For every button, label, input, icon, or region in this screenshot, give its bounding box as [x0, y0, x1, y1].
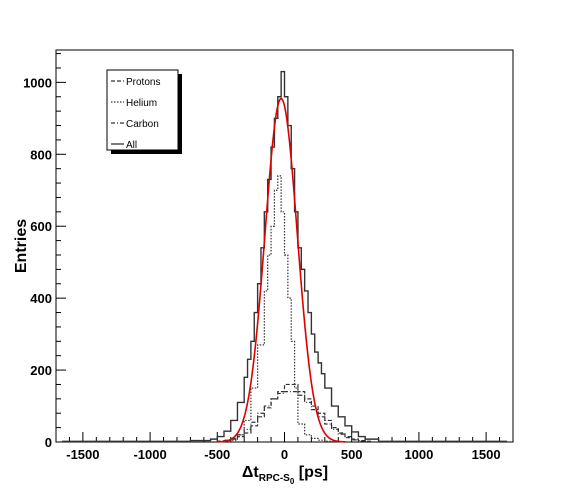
x-tick-label: -500 [204, 447, 230, 462]
y-tick-label: 200 [30, 363, 52, 378]
y-tick-label: 1000 [23, 75, 52, 90]
series-fit-curve [216, 97, 346, 443]
legend-label-helium: Helium [126, 98, 157, 109]
series-helium-histogram [230, 175, 339, 443]
x-tick-label: 0 [281, 447, 288, 462]
x-axis-title-main: Δt [242, 464, 260, 481]
legend: Protons Helium Carbon All [106, 69, 182, 154]
series-protons-histogram [216, 383, 373, 442]
series-carbon-histogram [216, 391, 366, 442]
x-tick-label: 1000 [404, 447, 433, 462]
legend-label-all: All [126, 140, 137, 151]
x-axis-title: ΔtRPC-S0 [ps] [242, 464, 328, 486]
y-tick-label: 800 [30, 147, 52, 162]
series-layer [62, 70, 507, 443]
legend-box [106, 69, 179, 151]
x-tick-label: -1500 [66, 447, 99, 462]
x-tick-label: 500 [341, 447, 363, 462]
x-axis-title-subsub: 0 [290, 477, 295, 486]
series-all-histogram [62, 70, 507, 442]
x-tick-label: -1000 [133, 447, 166, 462]
y-tick-label: 0 [45, 435, 52, 450]
y-axis: 0 200 400 600 800 1000 [23, 53, 66, 450]
legend-label-protons: Protons [126, 77, 160, 88]
legend-label-carbon: Carbon [126, 119, 159, 130]
x-axis-title-sub: RPC-S [259, 473, 290, 484]
y-tick-label: 600 [30, 219, 52, 234]
y-tick-label: 400 [30, 291, 52, 306]
y-axis-title: Entries [13, 219, 30, 273]
x-axis-title-unit: [ps] [294, 464, 328, 481]
x-tick-label: 1500 [472, 447, 501, 462]
